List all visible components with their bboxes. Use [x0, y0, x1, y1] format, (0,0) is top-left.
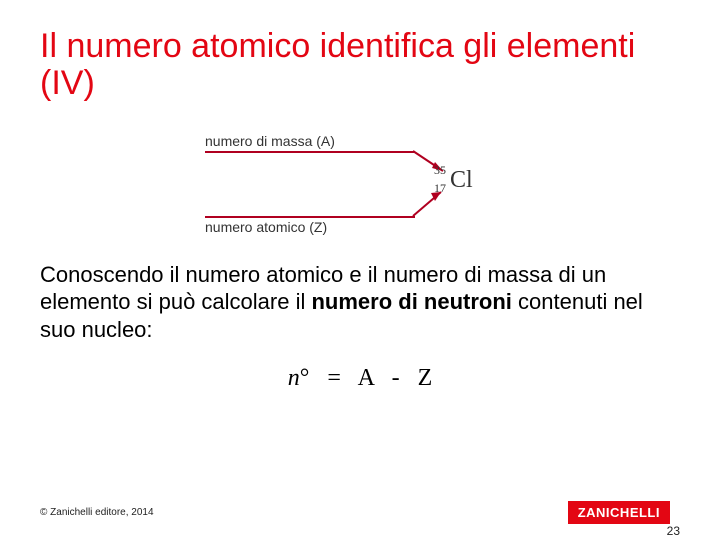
element-symbol: Cl: [450, 167, 473, 193]
atomic-arrow-icon: [413, 186, 453, 220]
formula-a: A: [358, 365, 374, 391]
publisher-logo: ZANICHELLI: [568, 501, 670, 524]
copyright-text: © Zanichelli editore, 2014: [40, 507, 154, 518]
body-bold: numero di neutroni: [311, 289, 511, 314]
slide-title: Il numero atomico identifica gli element…: [40, 28, 680, 103]
formula-n: n: [288, 365, 300, 391]
formula-eq: =: [327, 365, 341, 391]
page-number: 23: [667, 524, 680, 538]
atomic-number-value: 17: [434, 181, 446, 196]
formula-minus: -: [392, 365, 400, 391]
element-notation: 35 17 Cl: [450, 167, 473, 194]
formula-z: Z: [418, 365, 433, 391]
mass-number-value: 35: [434, 163, 446, 178]
mass-line: [205, 151, 415, 153]
body-paragraph: Conoscendo il numero atomico e il numero…: [40, 261, 680, 344]
mass-number-label: numero di massa (A): [205, 133, 335, 149]
atomic-number-label: numero atomico (Z): [205, 219, 327, 235]
element-notation-diagram: numero di massa (A) numero atomico (Z) 3…: [205, 131, 515, 241]
neutron-formula: n° = A - Z: [40, 365, 680, 392]
mass-arrow-icon: [413, 151, 453, 181]
formula-deg: °: [300, 365, 310, 391]
atomic-line: [205, 216, 415, 218]
slide: Il numero atomico identifica gli element…: [0, 0, 720, 540]
